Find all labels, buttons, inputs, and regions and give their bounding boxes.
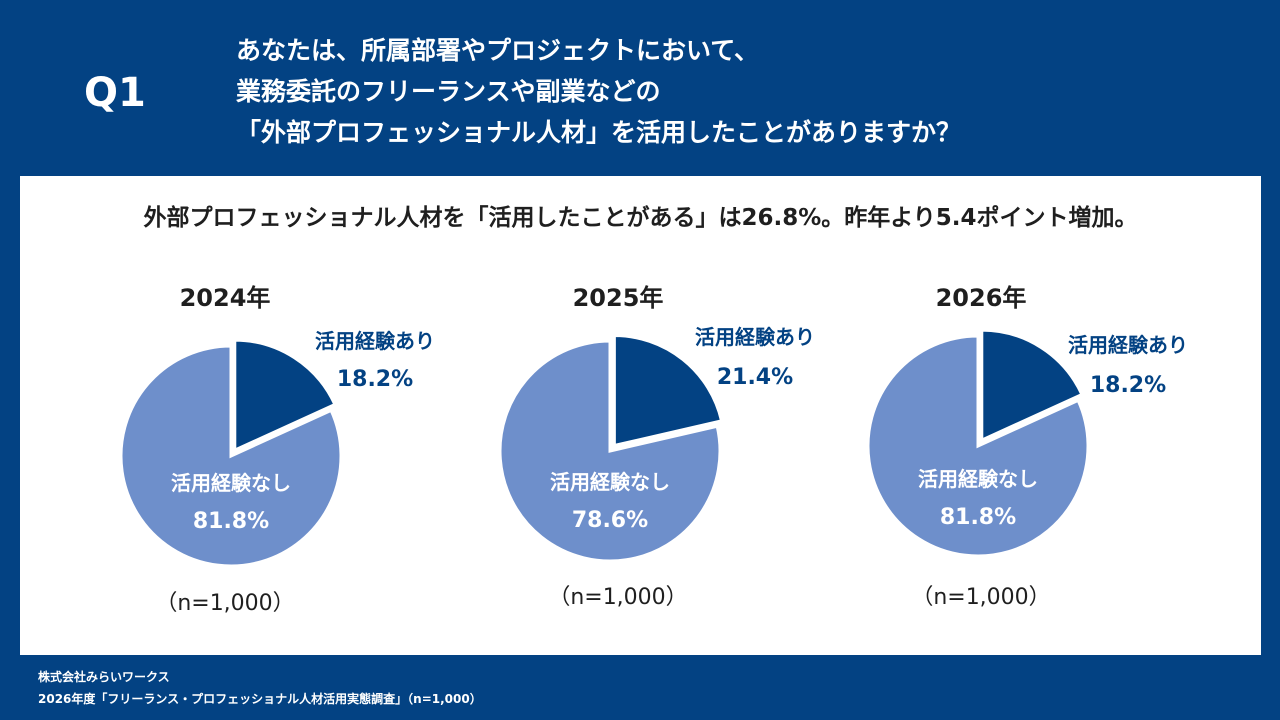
pie-slice-not-used [119,344,343,568]
slice-value: 81.8% [193,509,269,534]
slice-value: 21.4% [717,365,793,390]
slice-value: 78.6% [572,508,648,533]
pie-slice-used [980,328,1084,443]
sample-size: （n=1,000） [548,585,687,610]
slice-label: 活用経験あり [695,325,815,349]
pie-slice-not-used [866,334,1090,558]
question-number: Q1 [84,70,146,116]
headline: 外部プロフェッショナル人材を「活用したことがある」は26.8%。昨年より5.4ポ… [143,205,1138,231]
question-text: あなたは、所属部署やプロジェクトにおいて、 業務委託のフリーランスや副業などの … [236,30,961,153]
sample-size: （n=1,000） [155,591,294,616]
question-line: あなたは、所属部署やプロジェクトにおいて、 [236,36,760,65]
pie-title: 2026年 [936,284,1027,312]
slice-label: 活用経験なし [171,471,291,495]
pie-slice-used [612,334,724,448]
slice-value: 18.2% [1090,373,1166,398]
slice-label: 活用経験あり [1068,333,1188,357]
slice-label: 活用経験あり [315,329,435,353]
slice-label: 活用経験なし [918,467,1038,491]
footer-source: 2026年度「フリーランス・プロフェッショナル人材活用実態調査」（n=1,000… [38,692,482,706]
slice-value: 18.2% [337,367,413,392]
slice-value: 81.8% [940,505,1016,530]
pie-slice-not-used [498,339,722,563]
pie-title: 2024年 [180,284,271,312]
pie-title: 2025年 [573,284,664,312]
sample-size: （n=1,000） [911,585,1050,610]
pie-slice-used [233,338,337,453]
footer-company: 株式会社みらいワークス [38,670,170,684]
question-line: 業務委託のフリーランスや副業などの [236,77,661,106]
question-line: 「外部プロフェッショナル人材」を活用したことがありますか？ [236,118,962,147]
slice-label: 活用経験なし [550,470,670,494]
